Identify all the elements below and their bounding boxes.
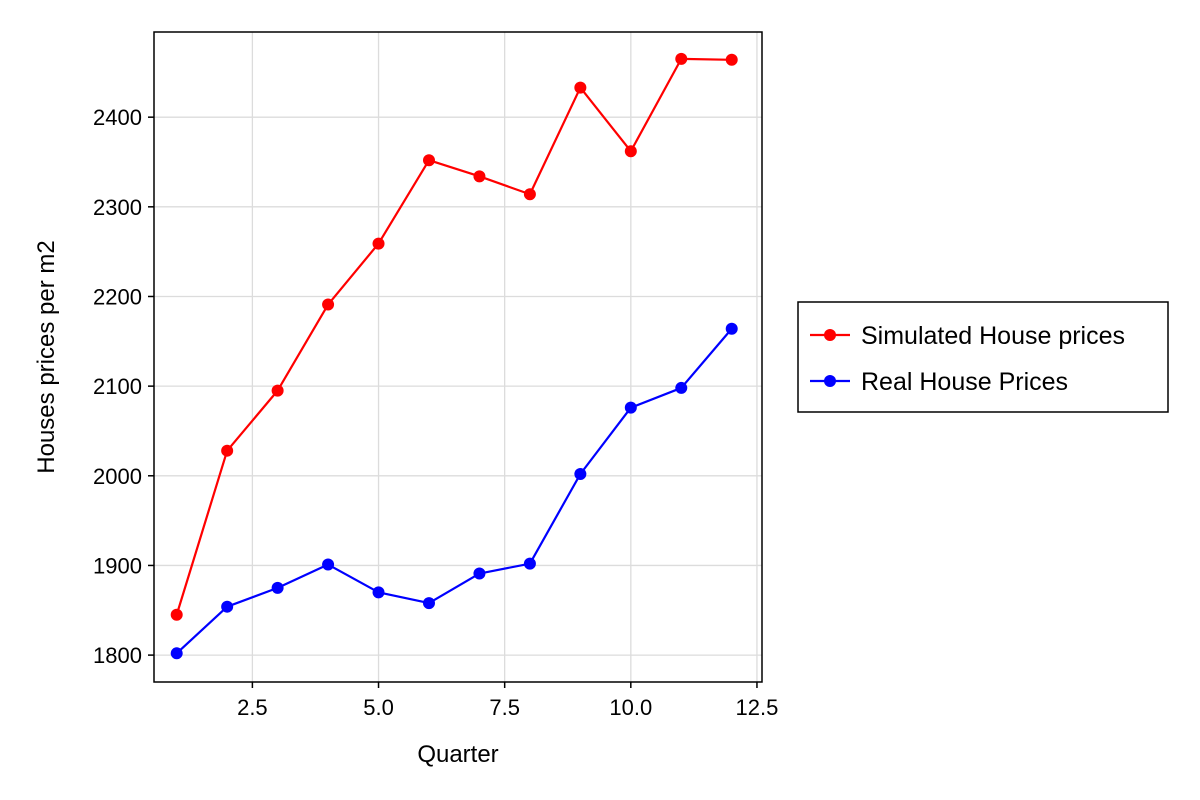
data-point: [574, 468, 587, 480]
x-axis-ticks: 2.5 5.0 7.5 10.0 12.5: [237, 682, 778, 720]
series-2: [170, 322, 738, 660]
data-point: [422, 154, 435, 167]
series-layer: [170, 52, 738, 660]
data-point: [725, 53, 738, 66]
data-point: [523, 557, 536, 570]
data-point: [372, 237, 385, 250]
data-point: [322, 298, 335, 311]
data-point: [221, 444, 234, 457]
legend: Simulated House prices Real House Prices: [797, 301, 1169, 413]
y-axis-ticks: 1800 1900 2000 2100 2200 2300 2400: [93, 105, 154, 668]
data-point: [221, 600, 234, 613]
y-tick-label: 2000: [93, 464, 142, 489]
y-tick-label: 2300: [93, 195, 142, 220]
legend-label: Simulated House prices: [861, 322, 1125, 350]
data-point: [372, 586, 385, 599]
x-tick-label: 5.0: [363, 695, 394, 720]
series-line: [175, 57, 732, 616]
x-tick-label: 7.5: [489, 695, 520, 720]
grid-lines: [154, 32, 762, 682]
data-point: [725, 322, 738, 335]
legend-item: Real House Prices: [810, 368, 1068, 396]
data-point: [473, 567, 486, 580]
data-point: [523, 188, 536, 201]
data-point: [675, 52, 688, 65]
data-point: [675, 381, 688, 394]
legend-box: [797, 301, 1169, 413]
series-1: [170, 52, 738, 621]
data-point: [473, 170, 486, 183]
legend-swatch-marker: [824, 329, 836, 341]
data-point: [170, 647, 183, 660]
data-point: [271, 384, 284, 397]
y-tick-label: 2400: [93, 105, 142, 130]
x-tick-label: 10.0: [609, 695, 652, 720]
plot-frame: [153, 31, 763, 683]
legend-swatch-marker: [824, 375, 836, 387]
x-tick-label: 12.5: [736, 695, 779, 720]
data-point: [624, 145, 637, 158]
x-axis-title: Quarter: [417, 741, 498, 768]
legend-label: Real House Prices: [861, 368, 1068, 396]
x-tick-label: 2.5: [237, 695, 268, 720]
data-point: [322, 558, 335, 571]
data-point: [271, 581, 284, 594]
y-tick-label: 1800: [93, 643, 142, 668]
data-point: [422, 597, 435, 610]
y-axis-title: Houses prices per m2: [33, 240, 60, 473]
y-tick-label: 2200: [93, 284, 142, 309]
y-tick-label: 1900: [93, 553, 142, 578]
data-point: [574, 81, 587, 94]
y-tick-label: 2100: [93, 374, 142, 399]
series-line: [175, 328, 733, 655]
data-point: [624, 401, 637, 414]
legend-item: Simulated House prices: [810, 322, 1125, 350]
data-point: [170, 608, 183, 621]
